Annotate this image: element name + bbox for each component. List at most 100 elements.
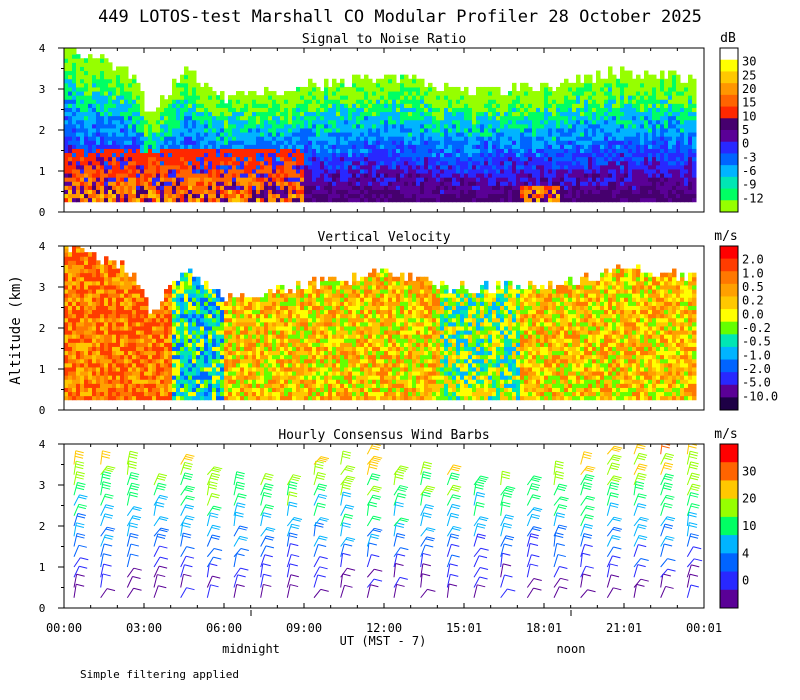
snr-cell: [212, 181, 217, 186]
snr-cell: [532, 152, 537, 158]
snr-cell: [384, 99, 389, 104]
vv-cell: [68, 383, 73, 388]
snr-cell: [372, 148, 377, 154]
snr-cell: [108, 111, 113, 117]
snr-cell: [180, 160, 185, 166]
snr-cell: [128, 156, 133, 162]
snr-cell: [288, 144, 293, 149]
snr-cell: [356, 95, 361, 100]
snr-cell: [496, 132, 501, 137]
snr-cell: [336, 115, 341, 121]
snr-cell: [488, 103, 493, 108]
snr-cell: [552, 152, 557, 158]
snr-cell: [592, 119, 597, 125]
snr-cell: [608, 127, 613, 133]
snr-cell: [316, 173, 321, 178]
snr-cell: [624, 127, 629, 133]
snr-cell: [396, 115, 401, 121]
snr-cell: [180, 103, 185, 108]
snr-cell: [164, 177, 169, 182]
vv-cell: [84, 321, 89, 327]
snr-cell: [200, 123, 205, 129]
snr-cell: [640, 103, 645, 108]
snr-cell: [264, 111, 269, 117]
snr-cell: [448, 136, 453, 141]
snr-cell: [112, 177, 117, 182]
snr-cell: [168, 152, 173, 158]
snr-cell: [316, 140, 321, 145]
snr-cell: [480, 193, 485, 199]
vv-cell: [84, 256, 89, 261]
snr-cell: [120, 66, 125, 72]
snr-cell: [144, 156, 149, 162]
snr-cell: [84, 107, 89, 113]
snr-cell: [88, 148, 93, 154]
snr-cell: [660, 95, 665, 100]
snr-cell: [228, 107, 233, 113]
snr-cell: [228, 173, 233, 178]
snr-cell: [656, 144, 661, 149]
snr-cell: [416, 185, 421, 190]
snr-cell: [304, 111, 309, 117]
snr-cell: [92, 95, 97, 100]
snr-cell: [468, 111, 473, 117]
snr-cell: [636, 95, 641, 100]
snr-cell: [464, 99, 469, 104]
snr-cell: [524, 156, 529, 162]
snr-cell: [680, 123, 685, 129]
snr-cell: [236, 148, 241, 154]
snr-cell: [452, 173, 457, 178]
snr-cell: [144, 132, 149, 137]
snr-cell: [424, 115, 429, 121]
snr-cell: [548, 132, 553, 137]
snr-cell: [228, 156, 233, 162]
snr-cell: [232, 140, 237, 145]
snr-cell: [360, 140, 365, 145]
vv-cell: [80, 358, 85, 364]
snr-cell: [68, 78, 73, 84]
snr-cell: [364, 156, 369, 162]
snr-cell: [72, 173, 77, 178]
snr-cell: [392, 164, 397, 170]
snr-cell: [664, 123, 669, 129]
snr-cell: [336, 189, 341, 195]
snr-cell: [612, 74, 617, 80]
snr-cell: [100, 99, 105, 104]
snr-cell: [104, 58, 109, 63]
snr-cell: [456, 91, 461, 96]
snr-cell: [372, 185, 377, 190]
snr-cell: [324, 140, 329, 145]
snr-cell: [384, 119, 389, 125]
snr-cell: [392, 189, 397, 195]
snr-cell: [312, 181, 317, 186]
snr-cell: [596, 148, 601, 154]
snr-cell: [340, 140, 345, 145]
snr-cell: [416, 123, 421, 129]
snr-cell: [388, 156, 393, 162]
snr-cell: [172, 78, 177, 84]
snr-cell: [204, 160, 209, 166]
snr-cell: [188, 99, 193, 104]
snr-cell: [324, 197, 329, 203]
snr-cell: [296, 152, 301, 158]
snr-cell: [520, 156, 525, 162]
snr-cell: [192, 127, 197, 133]
snr-cell: [364, 115, 369, 121]
snr-cell: [404, 181, 409, 186]
snr-cell: [396, 107, 401, 113]
snr-cell: [496, 86, 501, 92]
snr-cell: [684, 148, 689, 154]
snr-cell: [300, 95, 305, 100]
snr-cell: [420, 140, 425, 145]
snr-cell: [120, 82, 125, 88]
snr-cell: [304, 132, 309, 137]
snr-cell: [640, 168, 645, 174]
snr-cell: [196, 193, 201, 199]
snr-cell: [180, 197, 185, 203]
snr-cell: [544, 144, 549, 149]
snr-cell: [300, 160, 305, 166]
snr-cell: [316, 127, 321, 133]
snr-cell: [144, 148, 149, 154]
snr-cell: [548, 115, 553, 121]
snr-cell: [676, 185, 681, 190]
